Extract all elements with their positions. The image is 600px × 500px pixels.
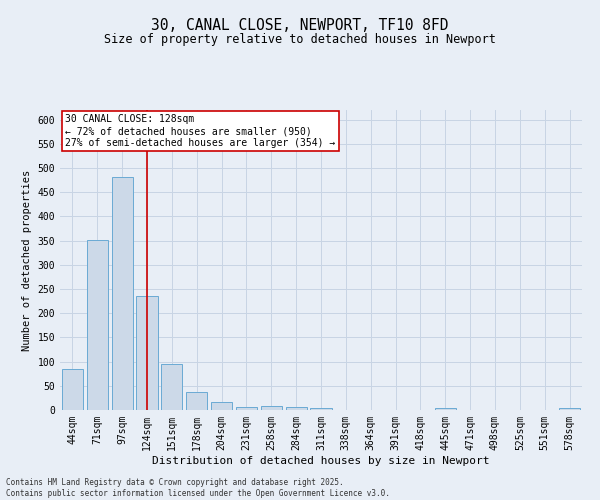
Y-axis label: Number of detached properties: Number of detached properties xyxy=(22,170,32,350)
Bar xyxy=(112,178,133,410)
Text: Size of property relative to detached houses in Newport: Size of property relative to detached ho… xyxy=(104,32,496,46)
Bar xyxy=(236,406,257,410)
Bar xyxy=(186,392,207,410)
Bar xyxy=(87,240,108,410)
Text: 30 CANAL CLOSE: 128sqm
← 72% of detached houses are smaller (950)
27% of semi-de: 30 CANAL CLOSE: 128sqm ← 72% of detached… xyxy=(65,114,335,148)
Bar xyxy=(286,406,307,410)
Bar xyxy=(559,408,580,410)
Bar xyxy=(310,408,332,410)
Bar xyxy=(161,364,182,410)
X-axis label: Distribution of detached houses by size in Newport: Distribution of detached houses by size … xyxy=(152,456,490,466)
Text: 30, CANAL CLOSE, NEWPORT, TF10 8FD: 30, CANAL CLOSE, NEWPORT, TF10 8FD xyxy=(151,18,449,32)
Bar xyxy=(261,406,282,410)
Bar xyxy=(435,408,456,410)
Bar xyxy=(211,402,232,410)
Bar xyxy=(136,296,158,410)
Bar xyxy=(62,369,83,410)
Text: Contains HM Land Registry data © Crown copyright and database right 2025.
Contai: Contains HM Land Registry data © Crown c… xyxy=(6,478,390,498)
